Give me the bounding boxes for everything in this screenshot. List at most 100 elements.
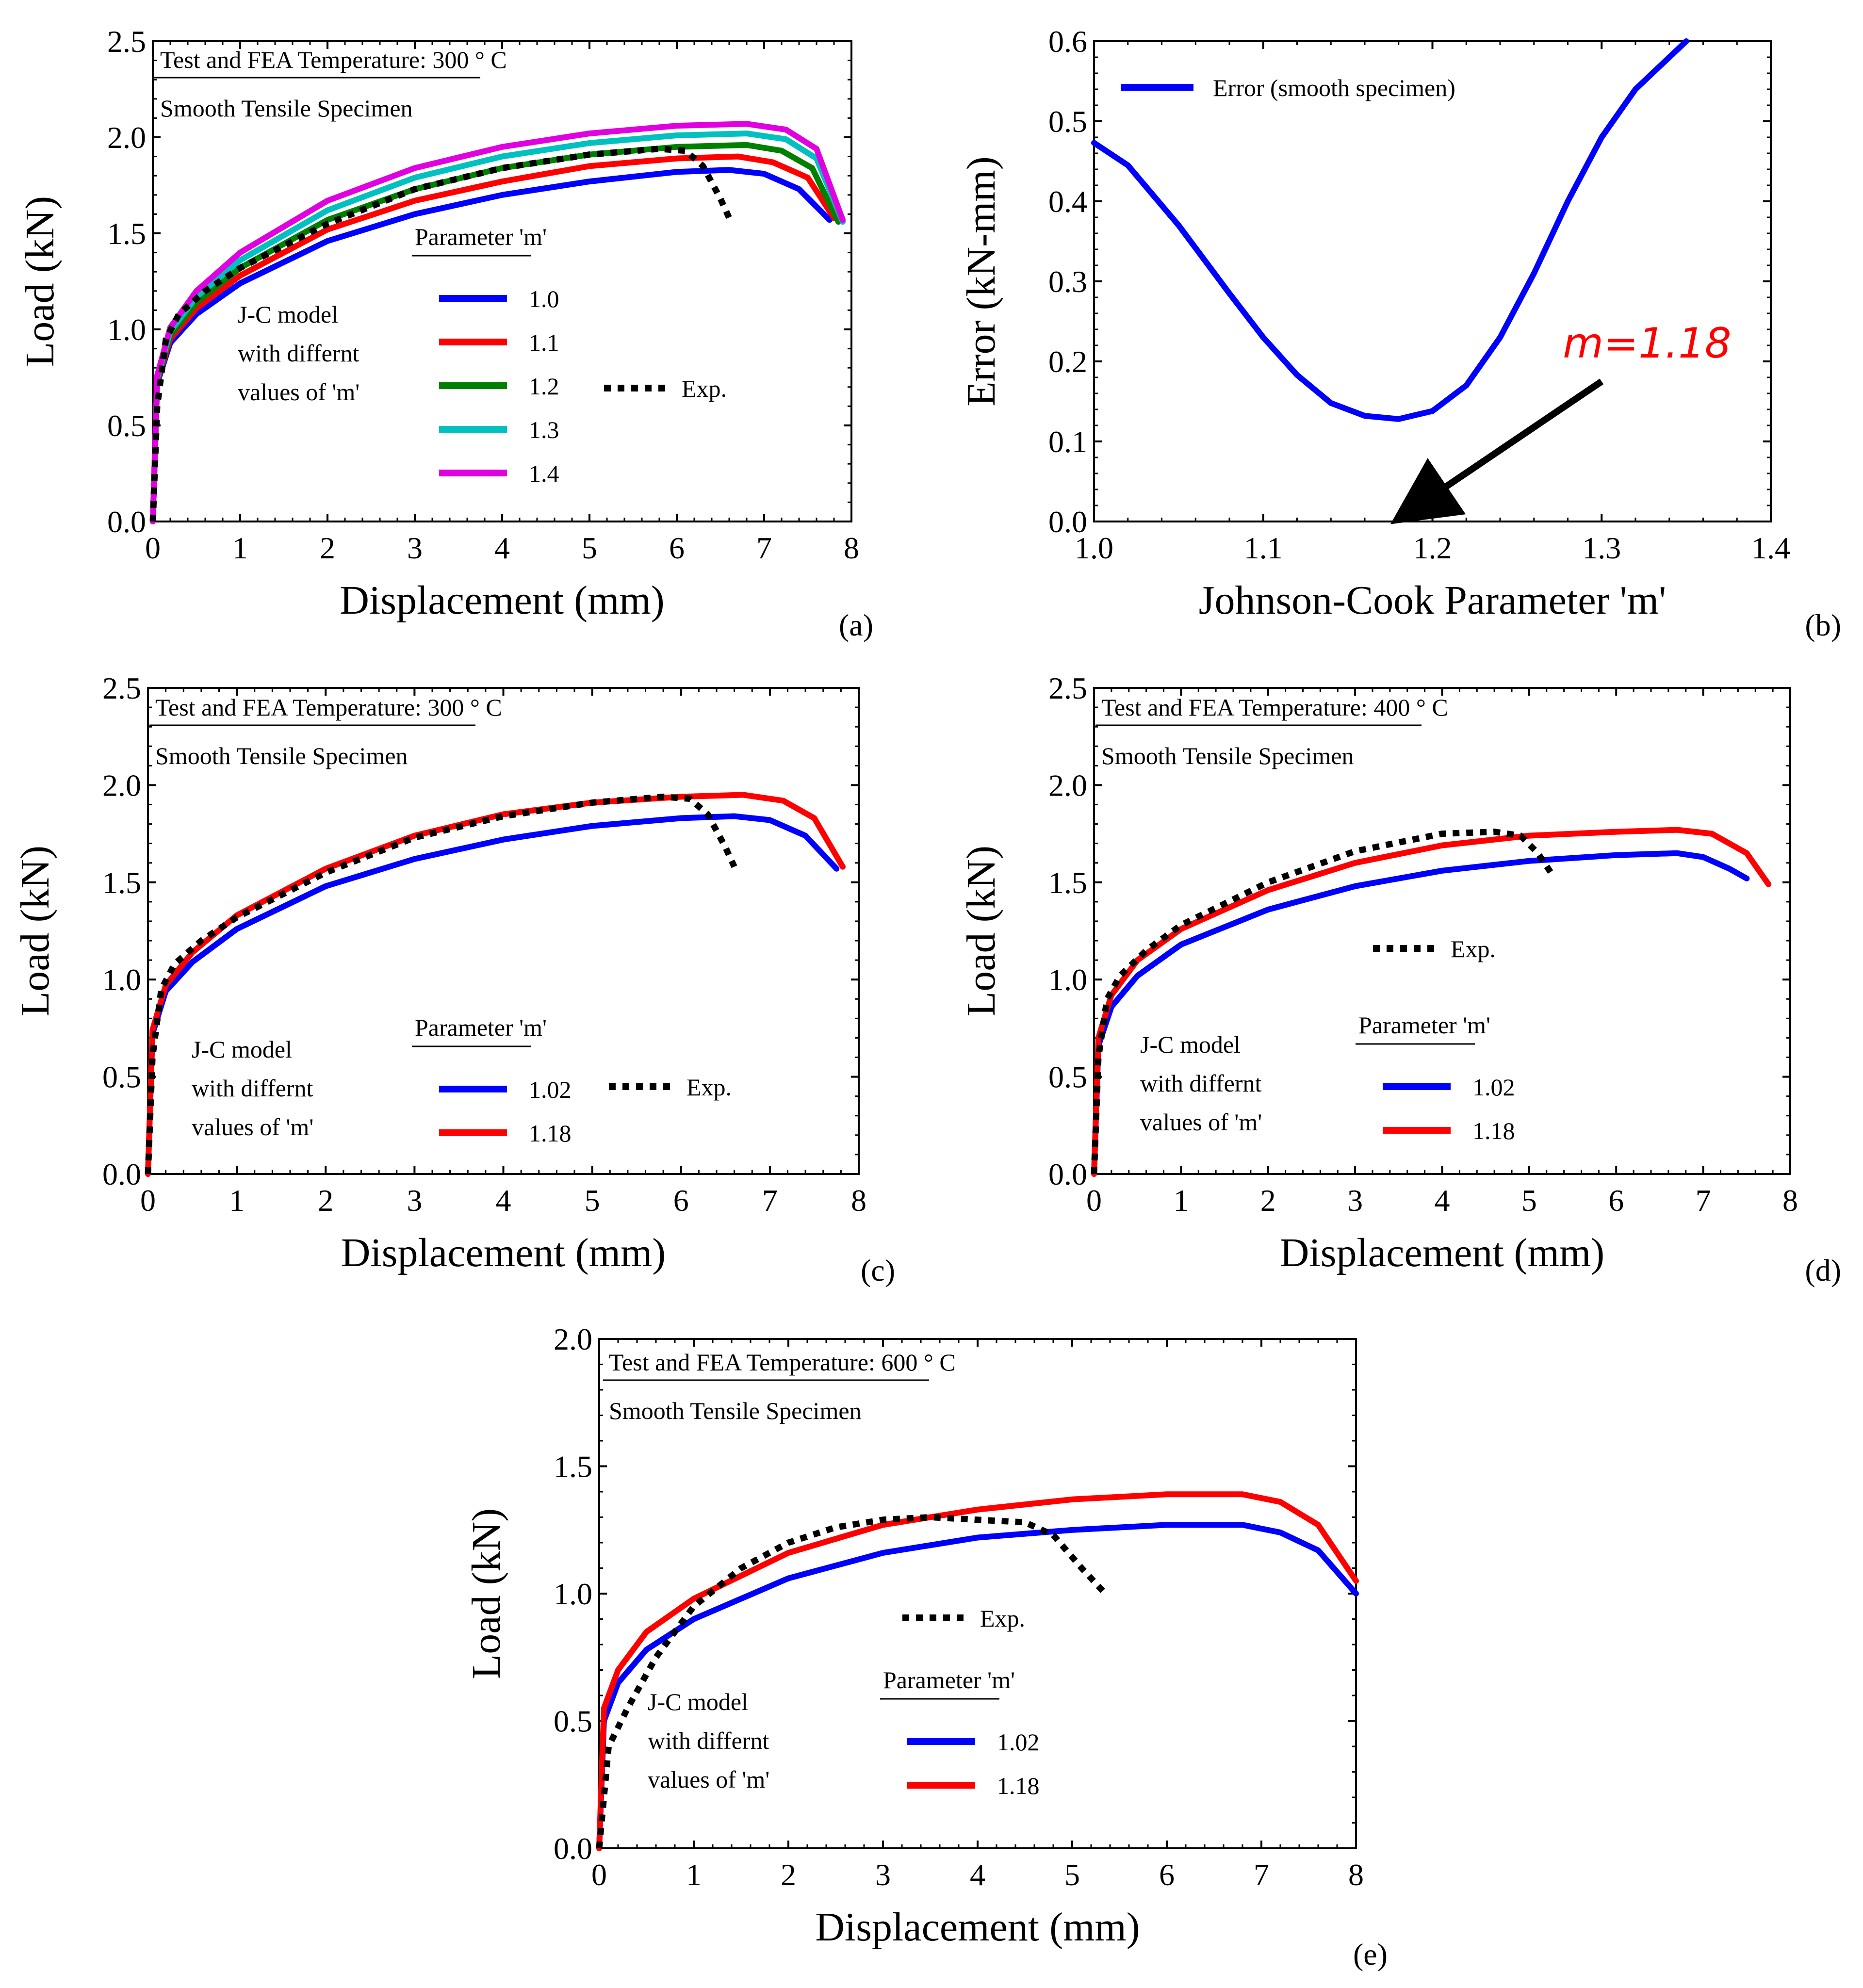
annotation-text: m=1.18	[1563, 319, 1731, 368]
legend-title: Parameter 'm'	[883, 1666, 1015, 1694]
y-tick-label: 1.0	[107, 312, 146, 347]
panel-tag: (a)	[839, 608, 873, 642]
series-line-exp	[1091, 829, 1554, 1174]
model-text-line: values of 'm'	[238, 378, 360, 406]
y-tick-label: 0.0	[1048, 1157, 1087, 1191]
chart-panel-e: 0 1 2 3 4 5 6 7 8 0.0 0.5 1.0 1.5 2.0 Displacement (mm…	[464, 1322, 1388, 1972]
x-tick-label: 2	[1260, 1183, 1276, 1218]
series-line-exp	[149, 146, 732, 522]
x-tick-label: 7	[762, 1183, 778, 1218]
y-tick-label: 0.5	[1048, 104, 1087, 139]
x-axis-label: Johnson-Cook Parameter 'm'	[1199, 578, 1666, 623]
legend-label: 1.2	[529, 373, 559, 400]
chart-panel-b: 1.0 1.1 1.2 1.3 1.4 0.0 0.1 0.2 0.3 0.4 0.5 0.6 John…	[959, 24, 1841, 642]
specimen-note: Smooth Tensile Specimen	[609, 1397, 862, 1424]
x-tick-label: 6	[1608, 1183, 1624, 1218]
y-tick-label: 2.0	[1048, 768, 1087, 802]
model-text-line: with differnt	[1140, 1070, 1262, 1097]
plot-frame	[1093, 40, 1772, 522]
x-tick-label: 0	[145, 531, 161, 565]
x-tick-label: 1	[232, 531, 248, 565]
y-tick-label: 1.5	[1048, 865, 1087, 900]
model-text-line: J-C model	[648, 1688, 748, 1715]
legend-label: 1.0	[529, 285, 559, 312]
x-tick-label: 1.4	[1751, 531, 1790, 565]
y-tick-label: 0.6	[1048, 24, 1087, 59]
legend-label: 1.3	[529, 416, 559, 443]
model-text-line: J-C model	[1140, 1031, 1241, 1058]
series-line-1-18	[596, 1491, 1359, 1851]
y-tick-label: 1.5	[102, 865, 141, 900]
temperature-note: Test and FEA Temperature: 600 ° C	[609, 1349, 956, 1376]
x-tick-label: 0	[140, 1183, 156, 1218]
y-tick-label: 0.5	[1048, 1060, 1087, 1094]
y-tick-label: 2.5	[1048, 671, 1087, 705]
series-line-1-02	[145, 813, 840, 1177]
panel-tag: (d)	[1805, 1253, 1841, 1287]
x-tick-label: 5	[1064, 1858, 1080, 1892]
x-tick-label: 6	[669, 531, 685, 565]
legend-title: Parameter 'm'	[415, 1014, 547, 1041]
legend-label-exp: Exp.	[1451, 935, 1496, 962]
x-tick-label: 1.3	[1582, 531, 1621, 565]
y-tick-label: 0.2	[1048, 344, 1087, 379]
model-text-line: with differnt	[192, 1075, 313, 1102]
legend-label: 1.1	[529, 329, 559, 356]
y-axis-label: Load (kN)	[959, 846, 1004, 1016]
x-tick-label: 8	[851, 1183, 866, 1218]
x-tick-label: 1	[1173, 1183, 1189, 1218]
model-text-line: with differnt	[238, 340, 360, 367]
x-tick-label: 6	[673, 1183, 689, 1218]
x-tick-label: 7	[756, 531, 772, 565]
legend-label: 1.18	[529, 1120, 572, 1147]
y-axis-label: Error (kN-mm)	[959, 156, 1004, 406]
y-tick-label: 0.0	[1048, 505, 1087, 539]
x-axis-label: Displacement (mm)	[815, 1905, 1140, 1950]
legend-label: 1.18	[997, 1772, 1040, 1799]
x-tick-label: 5	[582, 531, 597, 565]
y-axis-label: Load (kN)	[464, 1508, 509, 1679]
y-tick-label: 2.0	[107, 120, 146, 155]
specimen-note: Smooth Tensile Specimen	[160, 95, 413, 122]
panel-tag: (b)	[1805, 608, 1841, 642]
x-tick-label: 8	[844, 531, 859, 565]
chart-panel-c: 0 1 2 3 4 5 6 7 8 0.0 0.5 1.0 1.5 2.0 2.5 Displacement …	[13, 671, 895, 1287]
model-text-line: J-C model	[238, 301, 338, 328]
series-line-error-smooth-specimen	[1091, 38, 1689, 422]
temperature-note: Test and FEA Temperature: 400 ° C	[1101, 694, 1448, 721]
x-axis-label: Displacement (mm)	[1280, 1230, 1604, 1275]
x-tick-label: 8	[1782, 1183, 1798, 1218]
y-tick-label: 2.0	[102, 768, 141, 802]
model-text-line: J-C model	[192, 1036, 292, 1063]
x-tick-label: 7	[1254, 1858, 1269, 1892]
x-tick-label: 4	[494, 531, 510, 565]
y-tick-label: 1.5	[554, 1450, 592, 1484]
x-tick-label: 6	[1159, 1858, 1175, 1892]
series-line-exp	[145, 793, 737, 1174]
y-tick-label: 0.5	[554, 1704, 592, 1739]
legend-label: 1.02	[529, 1076, 572, 1103]
x-tick-label: 0	[591, 1858, 607, 1892]
x-tick-label: 3	[1347, 1183, 1363, 1218]
x-axis-label: Displacement (mm)	[340, 578, 664, 623]
legend-label-exp: Exp.	[682, 375, 727, 402]
series-line-1-02	[596, 1522, 1359, 1851]
y-tick-label: 0.3	[1048, 264, 1087, 299]
x-tick-label: 3	[407, 531, 423, 565]
temperature-note: Test and FEA Temperature: 300 ° C	[160, 46, 507, 73]
y-tick-label: 2.5	[102, 671, 141, 705]
x-tick-label: 3	[875, 1858, 891, 1892]
y-tick-label: 2.5	[107, 24, 146, 59]
y-axis-label: Load (kN)	[17, 196, 63, 367]
series-line-1-02	[1091, 850, 1750, 1177]
series-line-exp	[596, 1514, 1108, 1849]
model-text-line: values of 'm'	[192, 1113, 313, 1141]
legend-label: Error (smooth specimen)	[1213, 74, 1455, 101]
model-text-line: values of 'm'	[648, 1766, 769, 1793]
y-tick-label: 0.0	[554, 1831, 592, 1866]
specimen-note: Smooth Tensile Specimen	[155, 742, 408, 769]
chart-panel-d: 0 1 2 3 4 5 6 7 8 0.0 0.5 1.0 1.5 2.0 2.5 Displacement …	[959, 671, 1841, 1287]
x-tick-label: 0	[1086, 1183, 1102, 1218]
y-tick-label: 0.0	[107, 505, 146, 539]
